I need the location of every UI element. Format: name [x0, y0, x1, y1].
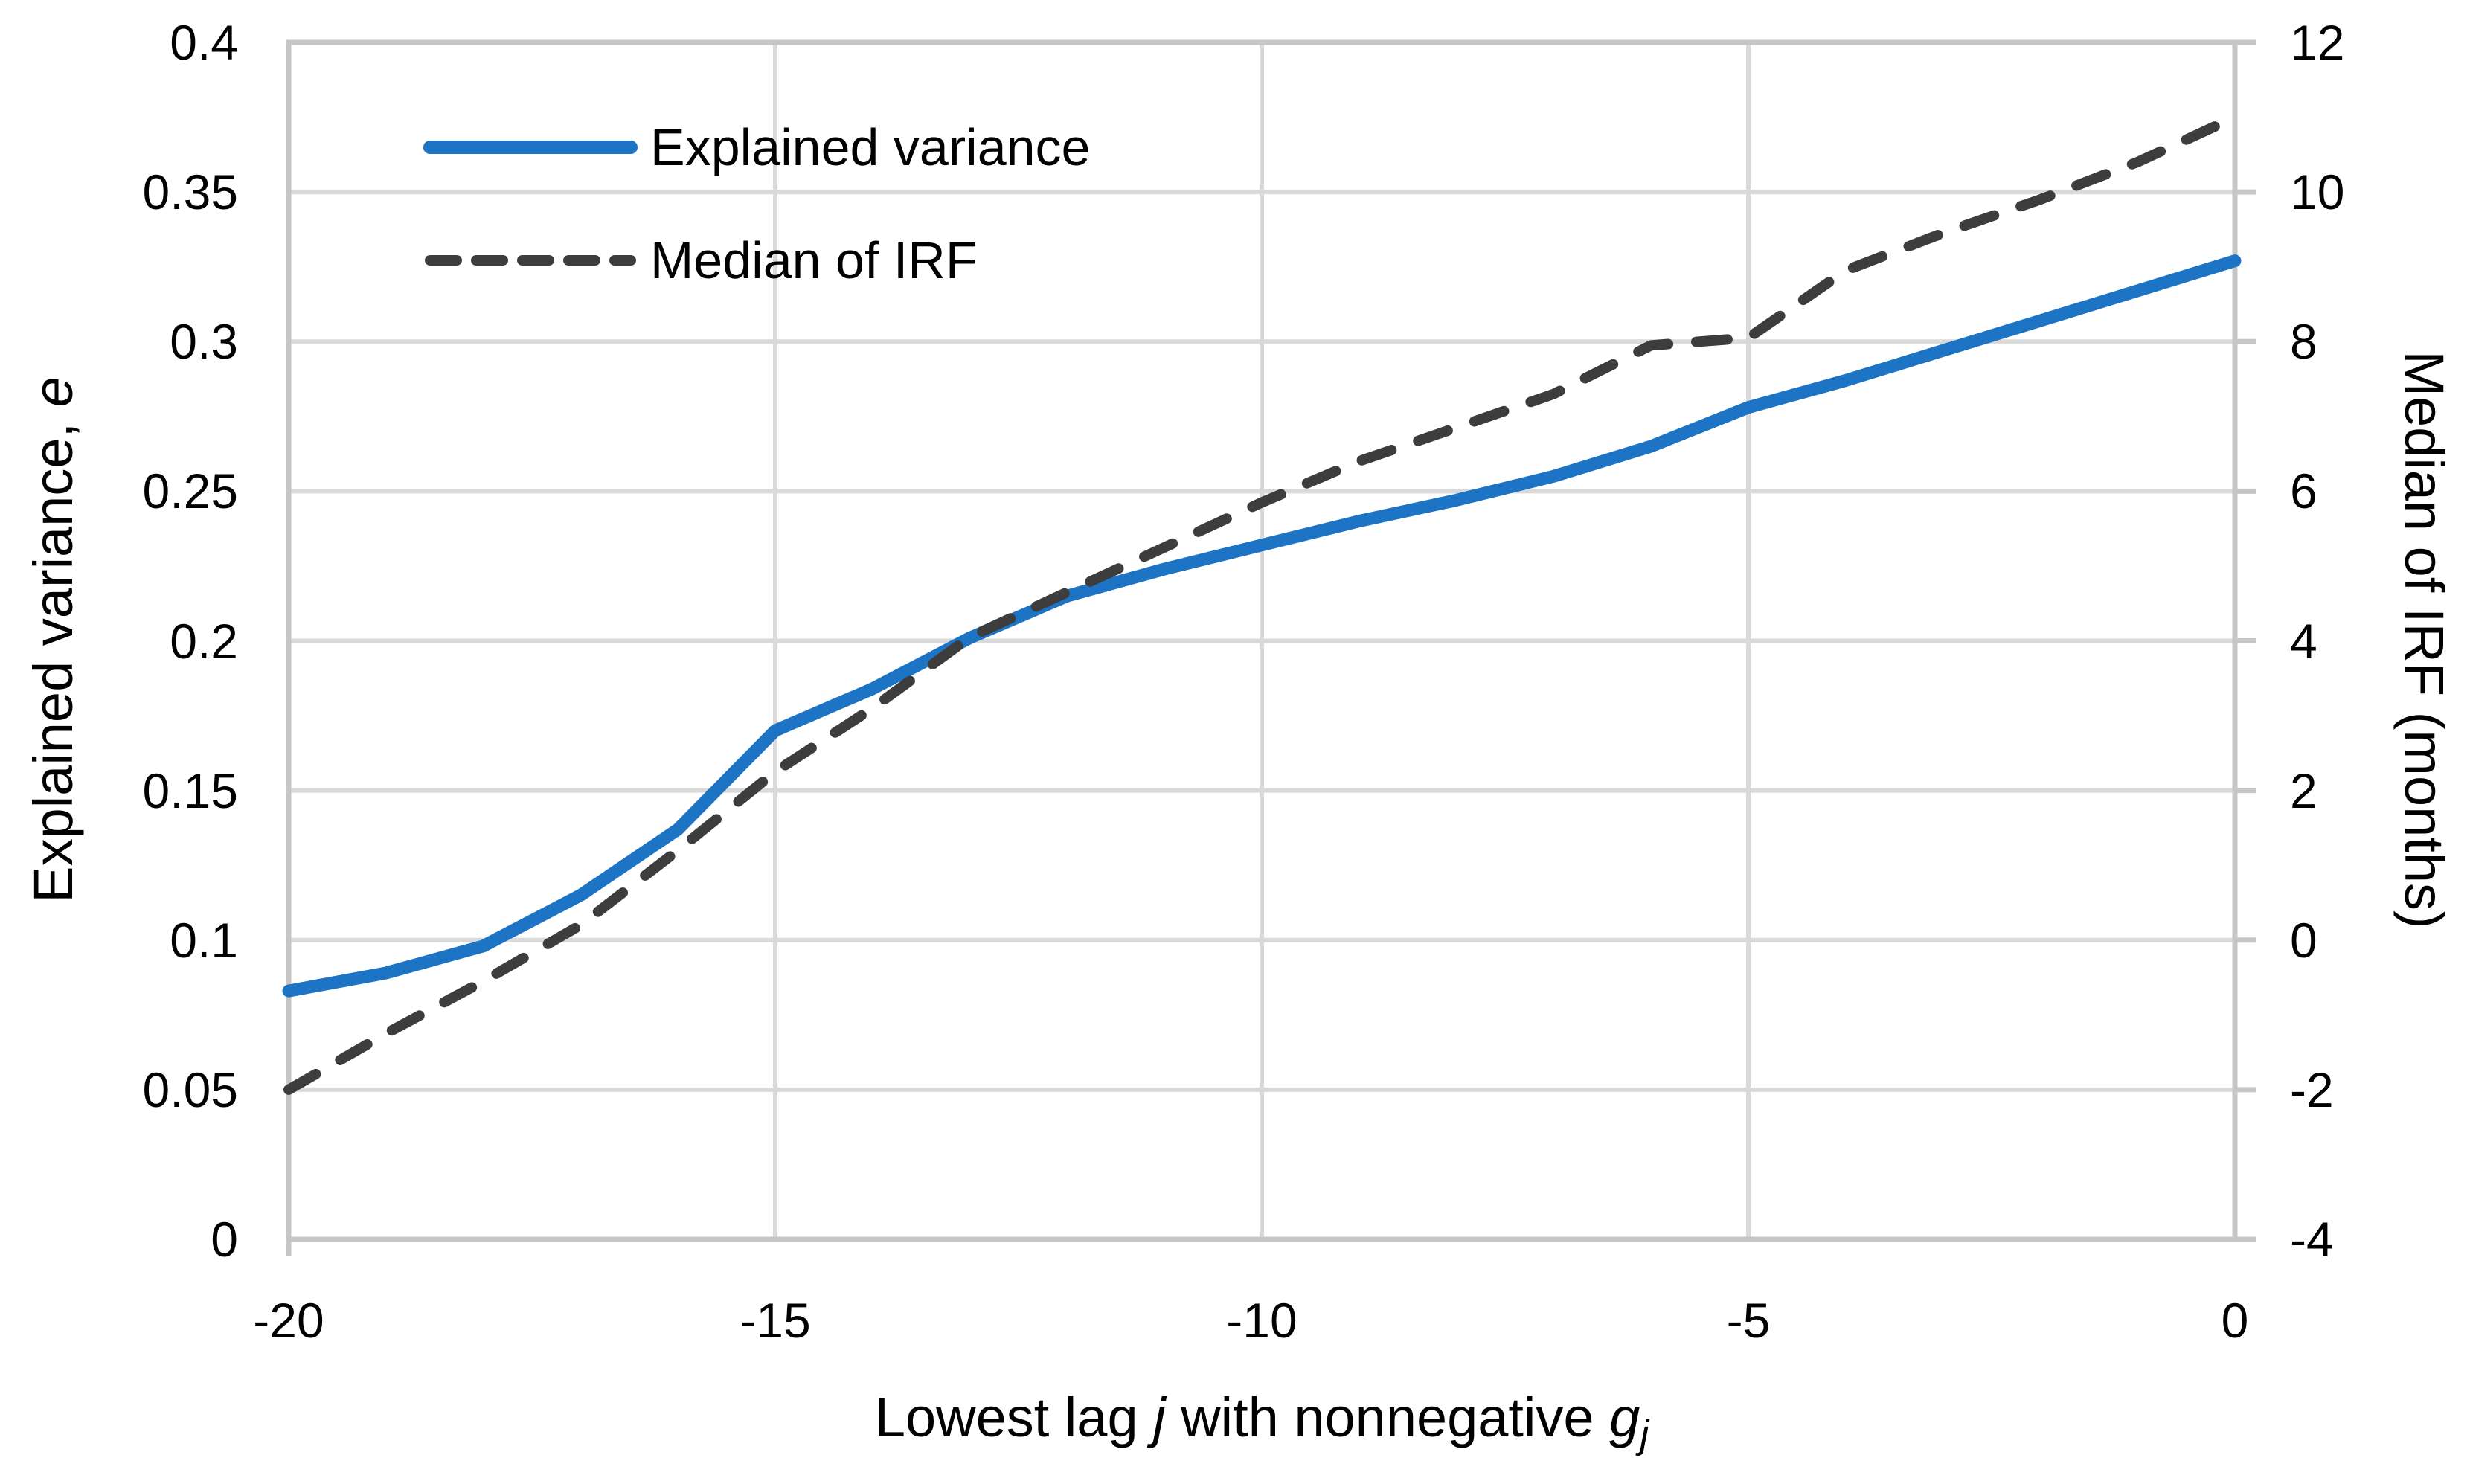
x-title-subscript: j — [1640, 1412, 1649, 1456]
data-series-lines — [282, 112, 2242, 1095]
x-title-mid: with nonnegative — [1165, 1386, 1610, 1448]
legend-label-median-of-irf: Median of IRF — [650, 231, 978, 289]
series-line-explained-variance — [282, 254, 2242, 998]
y-axis-left-title: Explained variance, e — [22, 376, 84, 903]
x-tick-label: -15 — [740, 1293, 811, 1348]
y-right-tick-label: 0 — [2290, 912, 2317, 968]
y-left-tick-label: 0 — [211, 1212, 238, 1267]
y-left-title-text: Explained variance, — [22, 407, 84, 903]
x-title-var1: j — [1153, 1386, 1166, 1448]
y-right-tick-label: 8 — [2290, 314, 2317, 370]
y-left-tick-label: 0.15 — [142, 762, 238, 818]
y-right-tick-label: 10 — [2290, 164, 2345, 220]
x-tick-label: -5 — [1726, 1293, 1771, 1348]
x-tick-label: -20 — [253, 1293, 324, 1348]
x-axis-title: Lowest lag j with nonnegative gj — [875, 1390, 1649, 1454]
y-right-tick-label: 12 — [2290, 15, 2345, 70]
y-right-tick-label: -2 — [2290, 1061, 2334, 1117]
y-left-tick-label: 0.35 — [142, 164, 238, 220]
x-tick-label: -10 — [1226, 1293, 1297, 1348]
y-left-tick-label: 0.05 — [142, 1061, 238, 1117]
x-title-var2: g — [1609, 1386, 1640, 1448]
y-axis-right-title: Median of IRF (months) — [2393, 350, 2455, 928]
y-right-tick-label: 2 — [2290, 762, 2317, 818]
x-title-pre: Lowest lag — [874, 1386, 1154, 1448]
x-tick-label: 0 — [2221, 1293, 2249, 1348]
y-left-tick-label: 0.4 — [170, 15, 238, 70]
legend-label-explained-variance: Explained variance — [650, 118, 1091, 176]
y-right-tick-label: 6 — [2290, 463, 2317, 519]
y-left-tick-label: 0.3 — [170, 314, 238, 370]
axis-tick-marks — [286, 39, 2256, 1256]
y-left-tick-label: 0.2 — [170, 613, 238, 669]
legend-line-samples — [423, 141, 638, 266]
y-right-title-text: Median of IRF (months) — [2393, 350, 2455, 929]
y-right-tick-label: -4 — [2290, 1212, 2334, 1267]
y-left-title-variable: e — [22, 376, 84, 408]
y-left-tick-label: 0.25 — [142, 463, 238, 519]
gridlines — [289, 42, 2235, 1239]
y-left-tick-label: 0.1 — [170, 912, 238, 968]
y-right-tick-label: 4 — [2290, 613, 2317, 669]
series-line-median-of-irf — [283, 112, 2240, 1095]
